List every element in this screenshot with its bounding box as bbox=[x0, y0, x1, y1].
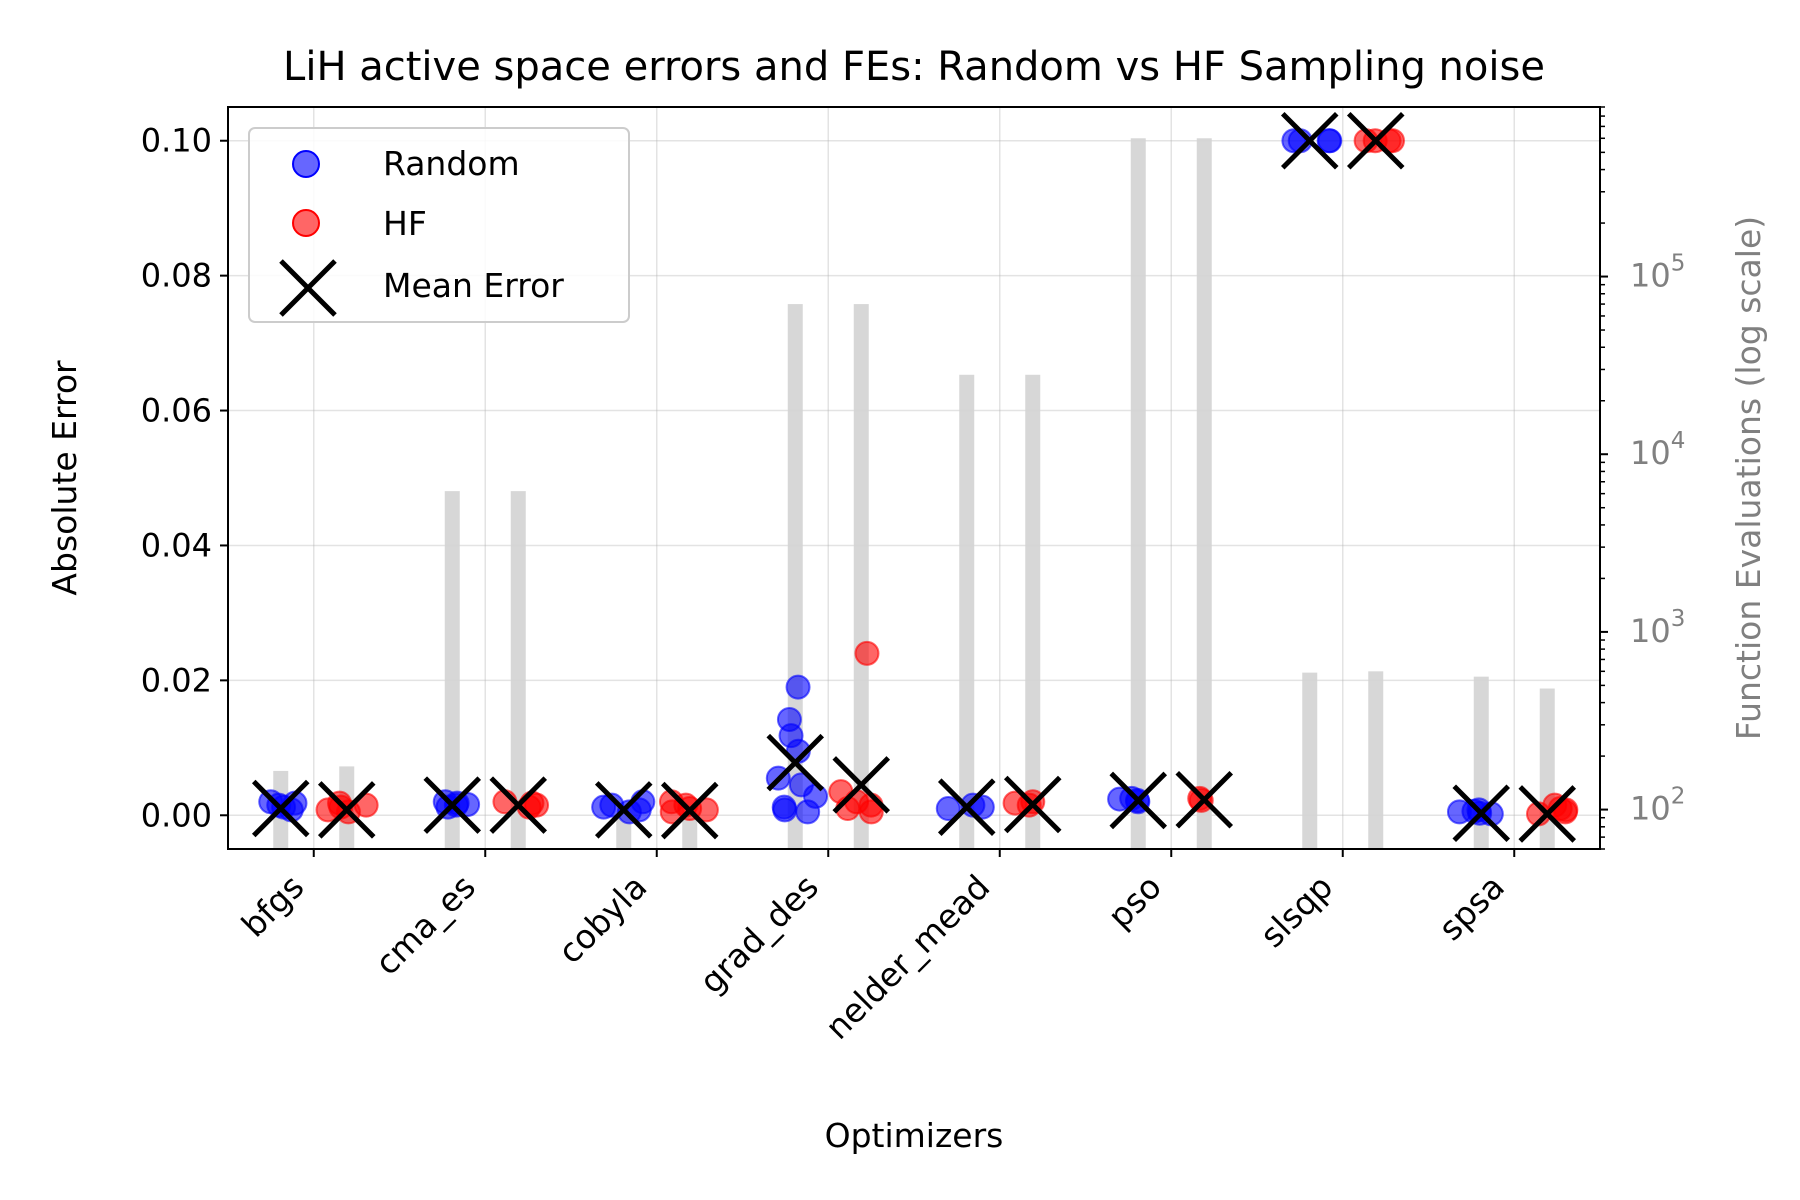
mean-marker-hf bbox=[660, 781, 719, 840]
y-tick-label: 0.04 bbox=[141, 526, 212, 564]
point-hf bbox=[693, 797, 719, 823]
mean-marker-random bbox=[1109, 771, 1168, 830]
mean-marker-random bbox=[423, 776, 482, 834]
point-random bbox=[1281, 128, 1307, 154]
mean-marker-hf bbox=[1346, 111, 1405, 170]
mean-marker-random bbox=[1280, 111, 1339, 170]
y-tick-label: 0.10 bbox=[141, 122, 212, 160]
point-hf bbox=[854, 640, 880, 666]
fe-bar-random bbox=[959, 374, 975, 849]
point-random bbox=[1317, 128, 1343, 154]
fe-bar-hf bbox=[1025, 374, 1041, 849]
point-random bbox=[795, 799, 821, 825]
plot-frame bbox=[227, 106, 1601, 850]
legend-marker-random bbox=[292, 150, 320, 178]
legend-label-random: Random bbox=[383, 144, 520, 183]
mean-marker-hf bbox=[1003, 775, 1062, 834]
legend-label-hf: HF bbox=[383, 204, 427, 243]
y-tick-label: 0.06 bbox=[141, 392, 212, 430]
mean-marker-random bbox=[251, 779, 310, 838]
mean-marker-random bbox=[594, 781, 653, 839]
y-tick-label: 0.00 bbox=[141, 796, 212, 834]
fe-bar-random bbox=[444, 491, 460, 849]
legend-frame bbox=[248, 127, 630, 323]
mean-marker-random bbox=[1452, 784, 1511, 843]
y2-axis-label: Function Evaluations (log scale) bbox=[1729, 216, 1768, 740]
fe-bar-random bbox=[1302, 672, 1318, 849]
fe-bar-hf bbox=[853, 304, 869, 849]
legend-label-mean-error: Mean Error bbox=[383, 266, 564, 305]
mean-marker-hf bbox=[489, 776, 548, 834]
legend-marker-mean-error bbox=[279, 259, 337, 317]
mean-marker-random bbox=[937, 778, 996, 836]
point-random bbox=[772, 797, 798, 823]
fe-bar-hf bbox=[1196, 138, 1212, 849]
y-tick-label: 0.02 bbox=[141, 661, 212, 699]
mean-marker-hf bbox=[832, 756, 891, 814]
mean-marker-hf bbox=[317, 781, 376, 839]
fe-bar-random bbox=[1130, 138, 1146, 849]
point-random bbox=[599, 792, 625, 818]
legend-marker-hf bbox=[292, 209, 320, 237]
chart-title: LiH active space errors and FEs: Random … bbox=[283, 44, 1545, 90]
point-random bbox=[1107, 786, 1133, 812]
mean-marker-hf bbox=[1175, 770, 1234, 829]
y-axis-label: Absolute Error bbox=[45, 360, 84, 596]
y-tick-label: 0.08 bbox=[141, 257, 212, 295]
mean-error-markers bbox=[251, 111, 1577, 843]
fe-bar-hf bbox=[682, 817, 698, 849]
fe-bar-hf bbox=[510, 491, 526, 849]
legend: Random HF Mean Error bbox=[248, 127, 630, 323]
fe-bar-hf bbox=[1368, 671, 1384, 849]
mean-marker-random bbox=[766, 733, 825, 792]
point-random bbox=[935, 796, 961, 822]
point-random bbox=[785, 674, 811, 700]
mean-marker-hf bbox=[1518, 785, 1577, 843]
x-axis-label: Optimizers bbox=[825, 1116, 1004, 1155]
